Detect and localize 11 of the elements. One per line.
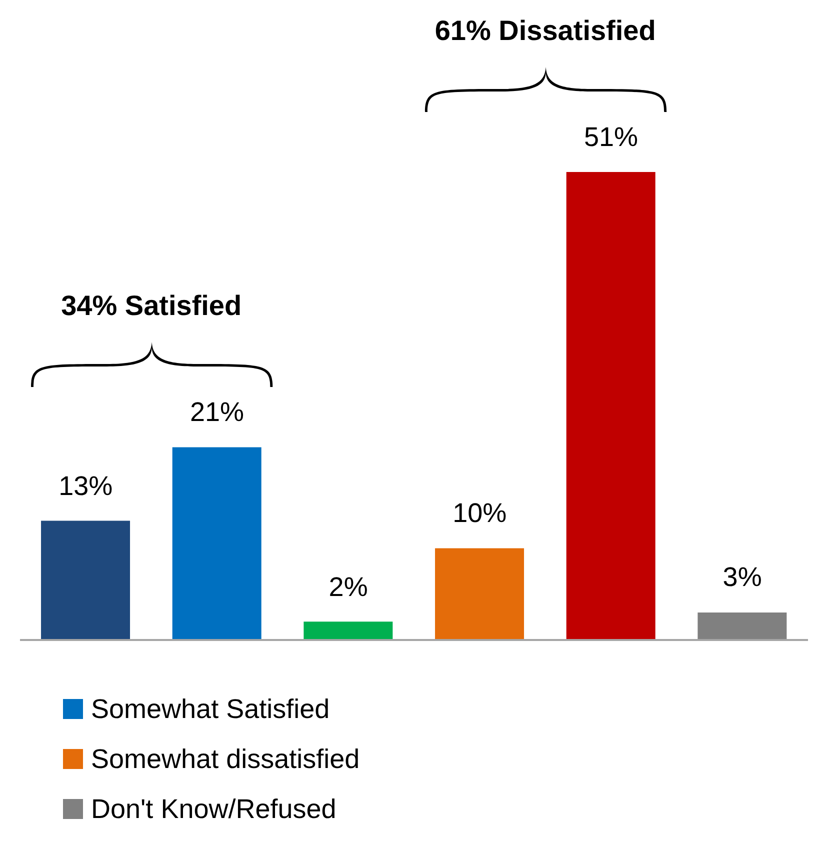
- annotation: 34% Satisfied: [60, 290, 243, 322]
- legend-label: Don't Know/Refused: [91, 794, 336, 824]
- legend-label: Somewhat dissatisfied: [91, 744, 360, 774]
- data-label: 3%: [722, 562, 763, 594]
- legend-label: Somewhat Satisfied: [91, 694, 330, 724]
- data-label: 2%: [328, 572, 369, 603]
- data-label: 13%: [58, 470, 114, 502]
- data-label: 10%: [452, 498, 508, 530]
- data-label: 21%: [188, 397, 246, 428]
- text: 61% Dissatisfied: [434, 15, 657, 47]
- data-label: 51%: [582, 122, 640, 153]
